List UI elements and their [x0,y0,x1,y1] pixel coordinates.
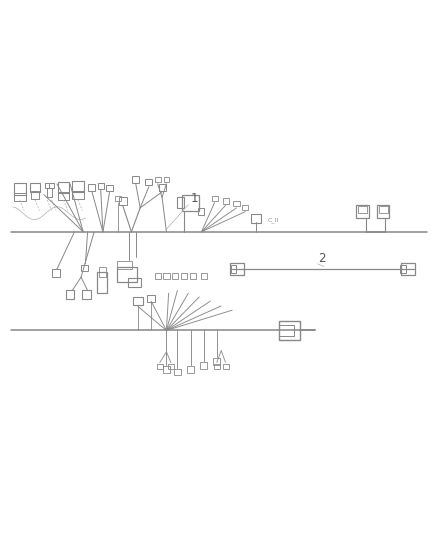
Bar [58,192,69,200]
Bar [201,273,207,279]
Bar [14,193,26,201]
Bar [213,358,220,365]
Bar [106,185,113,191]
Bar [117,262,132,270]
Bar [400,265,406,273]
Bar [190,273,196,279]
Bar [172,273,178,279]
Bar [279,325,294,336]
Bar [97,272,107,293]
Bar [242,205,248,210]
Bar [157,364,163,369]
Bar [198,208,204,215]
Bar [181,273,187,279]
Bar [358,206,367,213]
Bar [88,184,95,191]
Bar [98,183,104,189]
Bar [58,182,69,193]
Bar [117,266,137,282]
Text: C_II: C_II [267,217,279,223]
Bar [116,196,121,201]
Bar [133,297,143,305]
Bar [223,198,229,204]
Bar [233,201,240,206]
Bar [159,184,166,191]
Bar [251,214,261,223]
Bar [182,195,199,211]
Bar [401,263,415,275]
Bar [49,183,54,188]
Bar [132,176,139,183]
Bar [163,273,170,279]
Bar [31,191,39,199]
Bar [379,206,388,213]
Bar [128,278,141,287]
Bar [279,321,300,340]
Bar [230,263,244,275]
Text: 2: 2 [318,252,326,265]
Bar [187,366,194,373]
Bar [212,196,218,201]
Bar [163,177,169,182]
Bar [155,177,160,182]
Bar [52,269,60,277]
Bar [119,197,127,205]
Bar [163,366,170,373]
Bar [14,183,26,195]
Bar [231,265,236,273]
Bar [214,364,220,369]
Bar [66,290,74,299]
Text: 1: 1 [191,192,199,205]
Bar [177,197,184,208]
Bar [72,191,84,199]
Bar [155,273,161,279]
Bar [356,205,369,219]
Bar [99,266,106,277]
Bar [145,179,152,185]
Bar [147,295,155,302]
Bar [174,369,181,375]
Bar [81,265,88,271]
Bar [223,364,229,369]
Bar [30,183,40,192]
Bar [72,181,84,192]
Bar [200,362,207,369]
Bar [82,290,91,299]
Bar [377,205,389,219]
Bar [45,183,49,188]
Bar [168,364,174,369]
